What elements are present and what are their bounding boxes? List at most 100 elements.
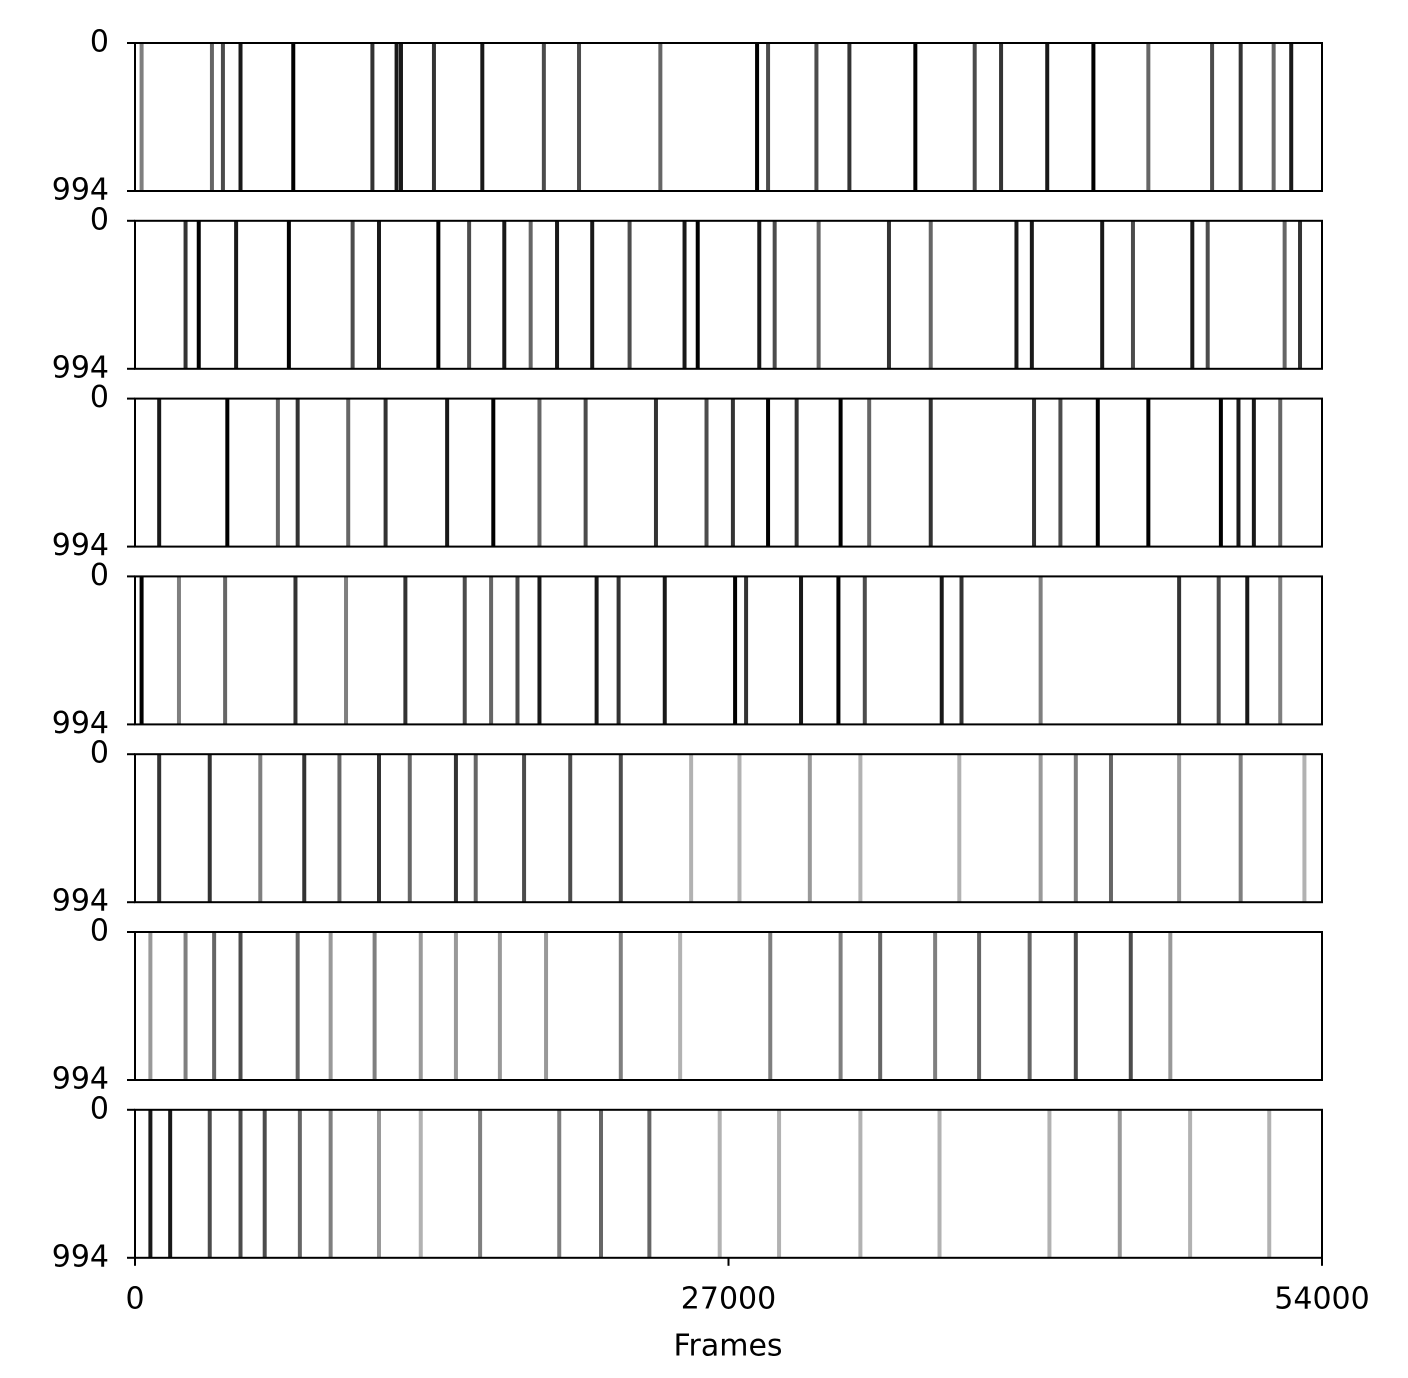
stripe <box>1188 1109 1193 1258</box>
stripe <box>337 754 342 903</box>
y-tick-label: 0 <box>90 558 109 593</box>
stripe <box>168 1109 173 1258</box>
x-tick-label: 0 <box>125 1281 144 1316</box>
stripe <box>972 43 977 191</box>
stripe <box>139 576 144 725</box>
stripe <box>258 754 263 903</box>
stripe <box>1014 220 1019 369</box>
stripe <box>807 754 812 903</box>
stripe <box>653 398 658 547</box>
stripe <box>453 932 458 1080</box>
stripe <box>1205 220 1210 369</box>
stripe <box>1190 220 1195 369</box>
stripe <box>957 754 962 903</box>
stripe <box>372 932 377 1080</box>
stripe <box>238 43 243 191</box>
stripe <box>1108 754 1113 903</box>
stripe <box>297 1109 302 1258</box>
stripe <box>480 43 485 191</box>
stripe <box>537 576 542 725</box>
stripe <box>937 1109 942 1258</box>
stripe <box>302 754 307 903</box>
y-tick-label: 0 <box>90 914 109 949</box>
panel-frame <box>134 42 1323 192</box>
stripe <box>733 576 738 725</box>
stripe <box>220 43 225 191</box>
stripe <box>196 220 201 369</box>
stripe <box>928 398 933 547</box>
y-tick-label: 0 <box>90 380 109 415</box>
y-tick-label: 994 <box>52 1062 109 1097</box>
stripe <box>704 398 709 547</box>
stripe <box>394 43 399 191</box>
stripe <box>491 398 496 547</box>
stripe <box>1073 754 1078 903</box>
stripe <box>999 43 1004 191</box>
y-tick-label: 994 <box>52 706 109 741</box>
stripe <box>583 398 588 547</box>
stripe <box>1210 43 1215 191</box>
stripe <box>755 43 760 191</box>
stripe <box>1073 932 1078 1080</box>
stripe <box>1267 1109 1272 1258</box>
stripe <box>376 754 381 903</box>
stripe <box>1027 932 1032 1080</box>
stripe <box>1236 398 1241 547</box>
stripe <box>737 754 742 903</box>
stripe <box>662 576 667 725</box>
stripe <box>148 1109 153 1258</box>
stripe <box>913 43 918 191</box>
stripe <box>328 1109 333 1258</box>
stripe <box>886 220 891 369</box>
stripe <box>478 1109 483 1258</box>
stripe <box>1251 398 1256 547</box>
stripe <box>1238 754 1243 903</box>
stripe <box>794 398 799 547</box>
stripe <box>1177 576 1182 725</box>
stripe <box>590 220 595 369</box>
stripe <box>453 754 458 903</box>
stripe <box>407 754 412 903</box>
stripe <box>878 932 883 1080</box>
stripe <box>1238 43 1243 191</box>
stripe <box>403 576 408 725</box>
stripe <box>431 43 436 191</box>
panel-frame <box>134 575 1323 726</box>
panel-frame <box>134 753 1323 904</box>
stripe <box>766 398 771 547</box>
panel-frame <box>134 1108 1323 1259</box>
stripe <box>557 1109 562 1258</box>
y-tick-label: 0 <box>90 202 109 237</box>
stripe <box>502 220 507 369</box>
stripe <box>350 220 355 369</box>
stripe <box>223 576 228 725</box>
y-tick-label: 0 <box>90 736 109 771</box>
panel-frame <box>134 397 1323 548</box>
stripe <box>933 932 938 1080</box>
stripe <box>730 398 735 547</box>
stripe <box>1177 754 1182 903</box>
stripe <box>616 576 621 725</box>
stripe <box>618 754 623 903</box>
stripe <box>497 932 502 1080</box>
x-tick-label: 27000 <box>681 1281 776 1316</box>
stripe <box>757 220 762 369</box>
y-tick-label: 994 <box>52 350 109 385</box>
stripe <box>1032 398 1037 547</box>
stripe <box>799 576 804 725</box>
stripe <box>1278 398 1283 547</box>
stripe <box>383 398 388 547</box>
stripe <box>209 43 214 191</box>
stripe <box>376 220 381 369</box>
stripe <box>544 932 549 1080</box>
stripe <box>1146 398 1151 547</box>
stripe <box>1278 576 1283 725</box>
stripe <box>1091 43 1096 191</box>
stripe <box>858 754 863 903</box>
stripe <box>1038 576 1043 725</box>
stripe <box>618 932 623 1080</box>
y-tick-label: 994 <box>52 173 109 208</box>
stripe <box>695 220 700 369</box>
stripe <box>537 398 542 547</box>
